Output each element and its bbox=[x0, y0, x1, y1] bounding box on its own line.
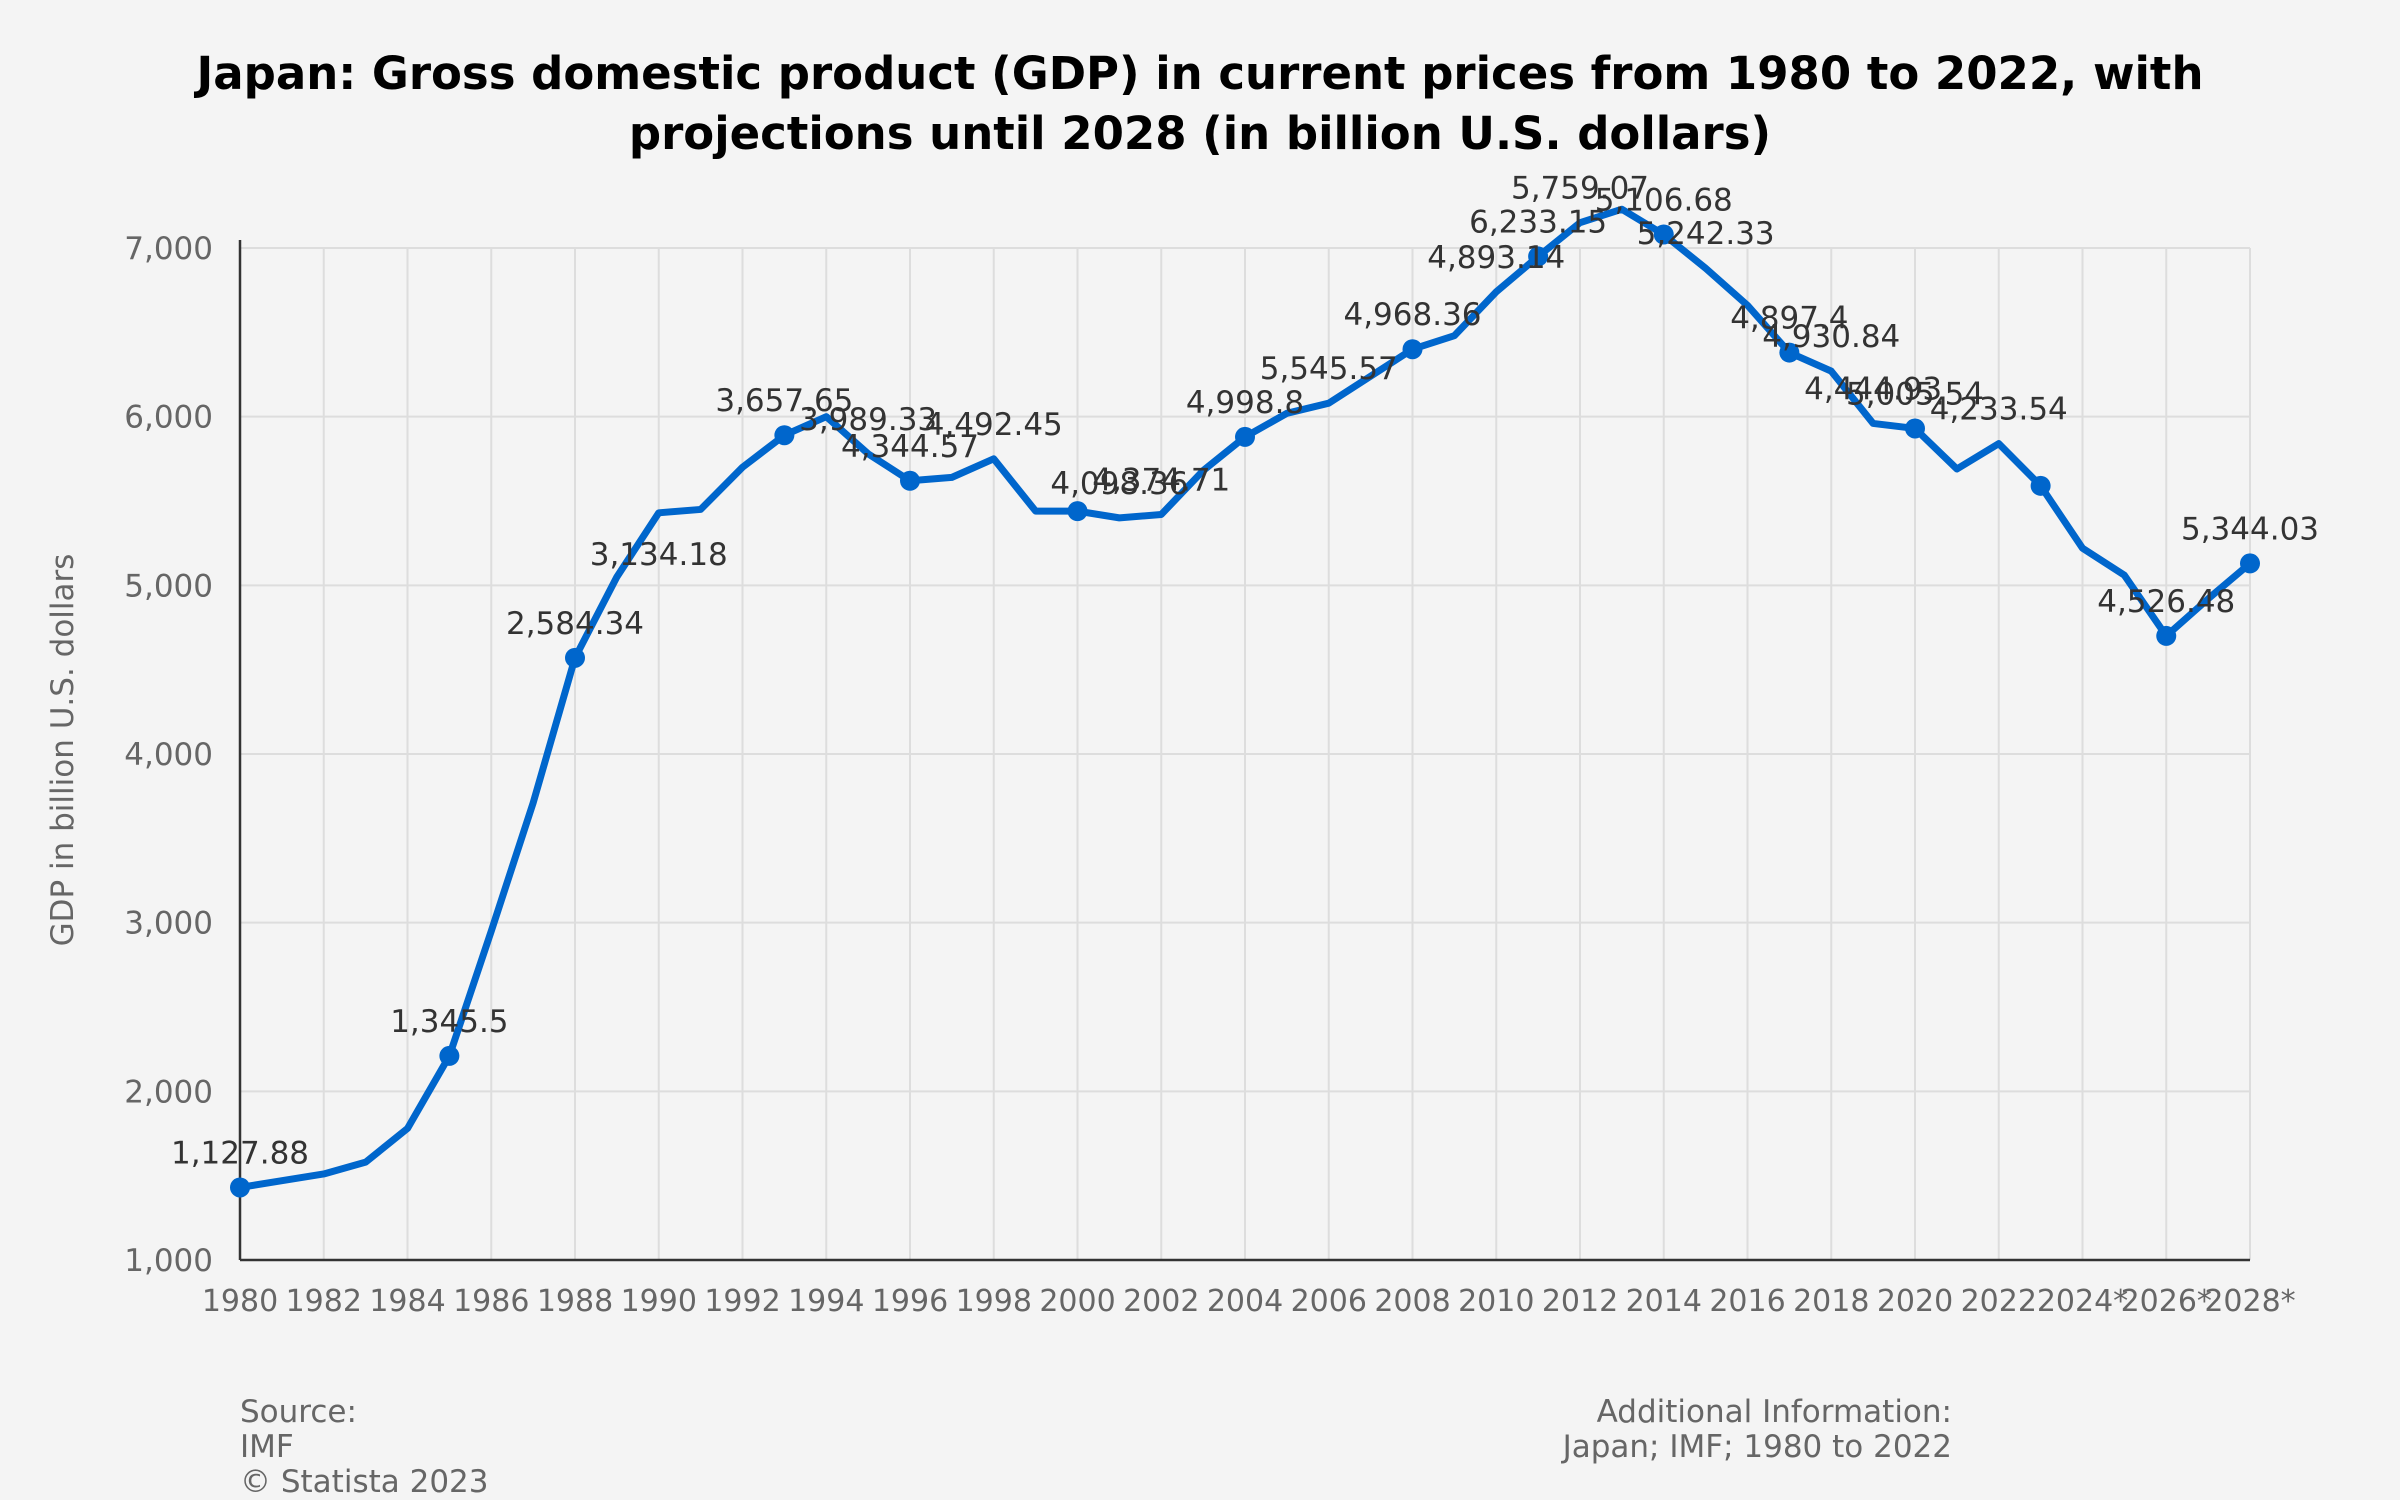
data-label: 5,545.57 bbox=[1260, 351, 1398, 387]
data-point-marker bbox=[2240, 553, 2260, 574]
x-tick-label: 1982 bbox=[286, 1284, 362, 1319]
chart-title: Japan: Gross domestic product (GDP) in c… bbox=[0, 44, 2400, 164]
data-point-marker bbox=[1779, 342, 1800, 363]
x-tick-label: 2012 bbox=[1542, 1284, 1618, 1319]
x-tick-label: 1988 bbox=[537, 1284, 613, 1319]
data-point-marker bbox=[565, 647, 585, 668]
chart-title-line-1: Japan: Gross domestic product (GDP) in c… bbox=[196, 47, 2204, 100]
data-point-marker bbox=[900, 470, 920, 491]
data-label: 4,492.45 bbox=[925, 407, 1063, 443]
x-tick-label: 2026* bbox=[2121, 1284, 2212, 1319]
data-point-marker bbox=[1402, 339, 1423, 360]
data-label: 6,233.15 bbox=[1469, 204, 1607, 240]
data-point-marker bbox=[774, 425, 795, 446]
data-label: 4,526.48 bbox=[2097, 584, 2235, 620]
data-point-marker bbox=[1067, 501, 1088, 522]
data-label: 4,098.36 bbox=[1050, 466, 1188, 502]
data-point-marker bbox=[230, 1177, 250, 1198]
data-label: 4,998.8 bbox=[1186, 385, 1304, 421]
x-tick-label: 1986 bbox=[453, 1284, 529, 1319]
x-tick-label: 2022 bbox=[1961, 1284, 2037, 1319]
data-label: 3,989.33 bbox=[799, 402, 937, 438]
data-label: 1,127.88 bbox=[171, 1135, 309, 1171]
source-name: IMF bbox=[240, 1429, 294, 1465]
y-tick-label: 5,000 bbox=[124, 568, 213, 604]
data-label: 5,344.03 bbox=[2181, 511, 2319, 547]
data-label: 4,233.54 bbox=[1930, 392, 2068, 428]
data-label: 5,005.54 bbox=[1846, 376, 1984, 412]
chart-title-line-2: projections until 2028 (in billion U.S. … bbox=[628, 107, 1772, 160]
data-point-marker bbox=[439, 1045, 460, 1066]
data-point-marker bbox=[1653, 224, 1674, 245]
data-label: 4,374.71 bbox=[1092, 462, 1230, 498]
y-tick-label: 6,000 bbox=[124, 400, 213, 436]
x-tick-label: 2006 bbox=[1291, 1284, 1367, 1319]
y-tick-label: 1,000 bbox=[124, 1243, 213, 1279]
y-tick-label: 3,000 bbox=[124, 906, 213, 942]
data-label: 5,242.33 bbox=[1637, 216, 1775, 252]
data-markers bbox=[230, 224, 2260, 1198]
x-tick-label: 2000 bbox=[1039, 1284, 1115, 1319]
x-tick-label: 1992 bbox=[704, 1284, 780, 1319]
x-tick-label: 1998 bbox=[956, 1284, 1032, 1319]
x-tick-label: 1996 bbox=[872, 1284, 948, 1319]
data-label: 4,344.57 bbox=[841, 429, 979, 465]
x-tick-label: 2004 bbox=[1207, 1284, 1283, 1319]
x-tick-label: 2024* bbox=[2037, 1284, 2128, 1319]
y-tick-label: 7,000 bbox=[124, 231, 213, 267]
additional-info-label: Additional Information: bbox=[1596, 1394, 1952, 1430]
data-labels: 1,127.88 1,345.5 2,584.34 3,134.18 3,657.653… bbox=[171, 171, 2319, 1172]
y-axis-title: GDP in billion U.S. dollars bbox=[45, 554, 81, 947]
x-tick-label: 2008 bbox=[1374, 1284, 1450, 1319]
data-label: 4,893.14 bbox=[1427, 240, 1565, 276]
data-point-marker bbox=[1235, 426, 1255, 447]
copyright: © Statista 2023 bbox=[240, 1464, 489, 1500]
x-tick-label: 2016 bbox=[1709, 1284, 1785, 1319]
data-label: 3,657.65 bbox=[715, 383, 853, 419]
data-label: 5,106.68 bbox=[1595, 183, 1733, 219]
data-point-marker bbox=[1528, 246, 1549, 267]
source-block: Source: IMF © Statista 2023 bbox=[240, 1395, 489, 1500]
x-tick-label: 1984 bbox=[369, 1284, 445, 1319]
data-point-marker bbox=[2030, 475, 2051, 496]
x-tick-label: 2020 bbox=[1877, 1284, 1953, 1319]
data-label: 5,759.07 bbox=[1511, 171, 1649, 207]
data-label: 4,444.93 bbox=[1804, 371, 1942, 407]
data-label: 1,345.5 bbox=[390, 1004, 508, 1040]
x-tick-label: 1990 bbox=[621, 1284, 697, 1319]
data-label: 4,968.36 bbox=[1343, 297, 1481, 333]
data-label: 3,134.18 bbox=[590, 537, 728, 573]
y-tick-label: 4,000 bbox=[124, 737, 213, 773]
additional-info-text: Japan; IMF; 1980 to 2022 bbox=[1562, 1429, 1952, 1465]
x-tick-label: 2002 bbox=[1123, 1284, 1199, 1319]
data-label: 2,584.34 bbox=[506, 606, 644, 642]
x-tick-label: 1994 bbox=[788, 1284, 864, 1319]
x-tick-label: 2010 bbox=[1458, 1284, 1534, 1319]
y-tick-label: 2,000 bbox=[124, 1074, 213, 1110]
x-tick-label: 2028* bbox=[2204, 1284, 2295, 1319]
source-label: Source: bbox=[240, 1394, 357, 1430]
data-point-marker bbox=[2156, 625, 2177, 646]
data-label: 4,897.4 bbox=[1730, 301, 1848, 337]
data-label: 4,930.84 bbox=[1762, 319, 1900, 355]
data-point-marker bbox=[1905, 418, 1925, 439]
additional-info-block: Additional Information: Japan; IMF; 1980… bbox=[1300, 1395, 1952, 1465]
x-tick-label: 2018 bbox=[1793, 1284, 1869, 1319]
x-tick-label: 1980 bbox=[202, 1284, 278, 1319]
x-tick-label: 2014 bbox=[1626, 1284, 1702, 1319]
